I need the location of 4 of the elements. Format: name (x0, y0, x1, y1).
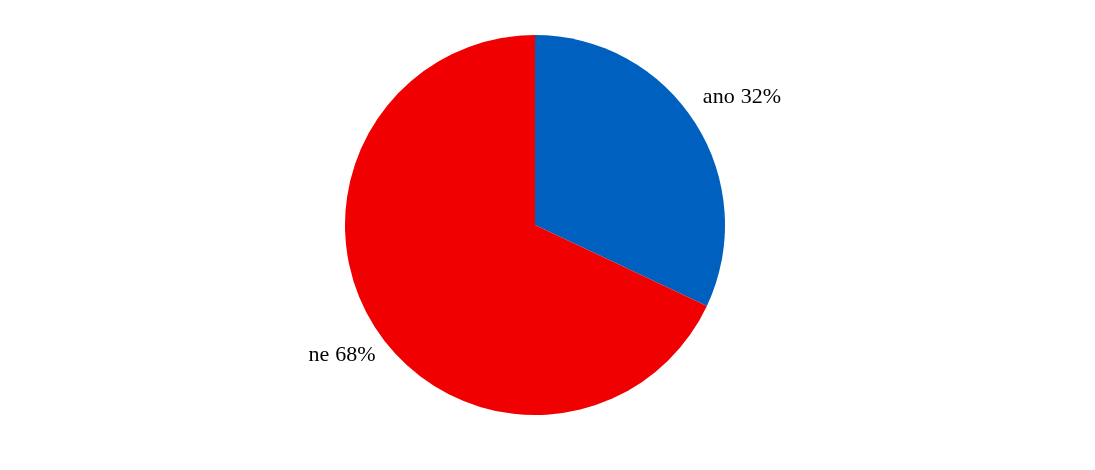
data-label: 32% (740, 83, 781, 109)
slice-label: ne (308, 340, 330, 366)
data-label: 68% (335, 340, 376, 366)
slice-label: ano (702, 83, 735, 109)
